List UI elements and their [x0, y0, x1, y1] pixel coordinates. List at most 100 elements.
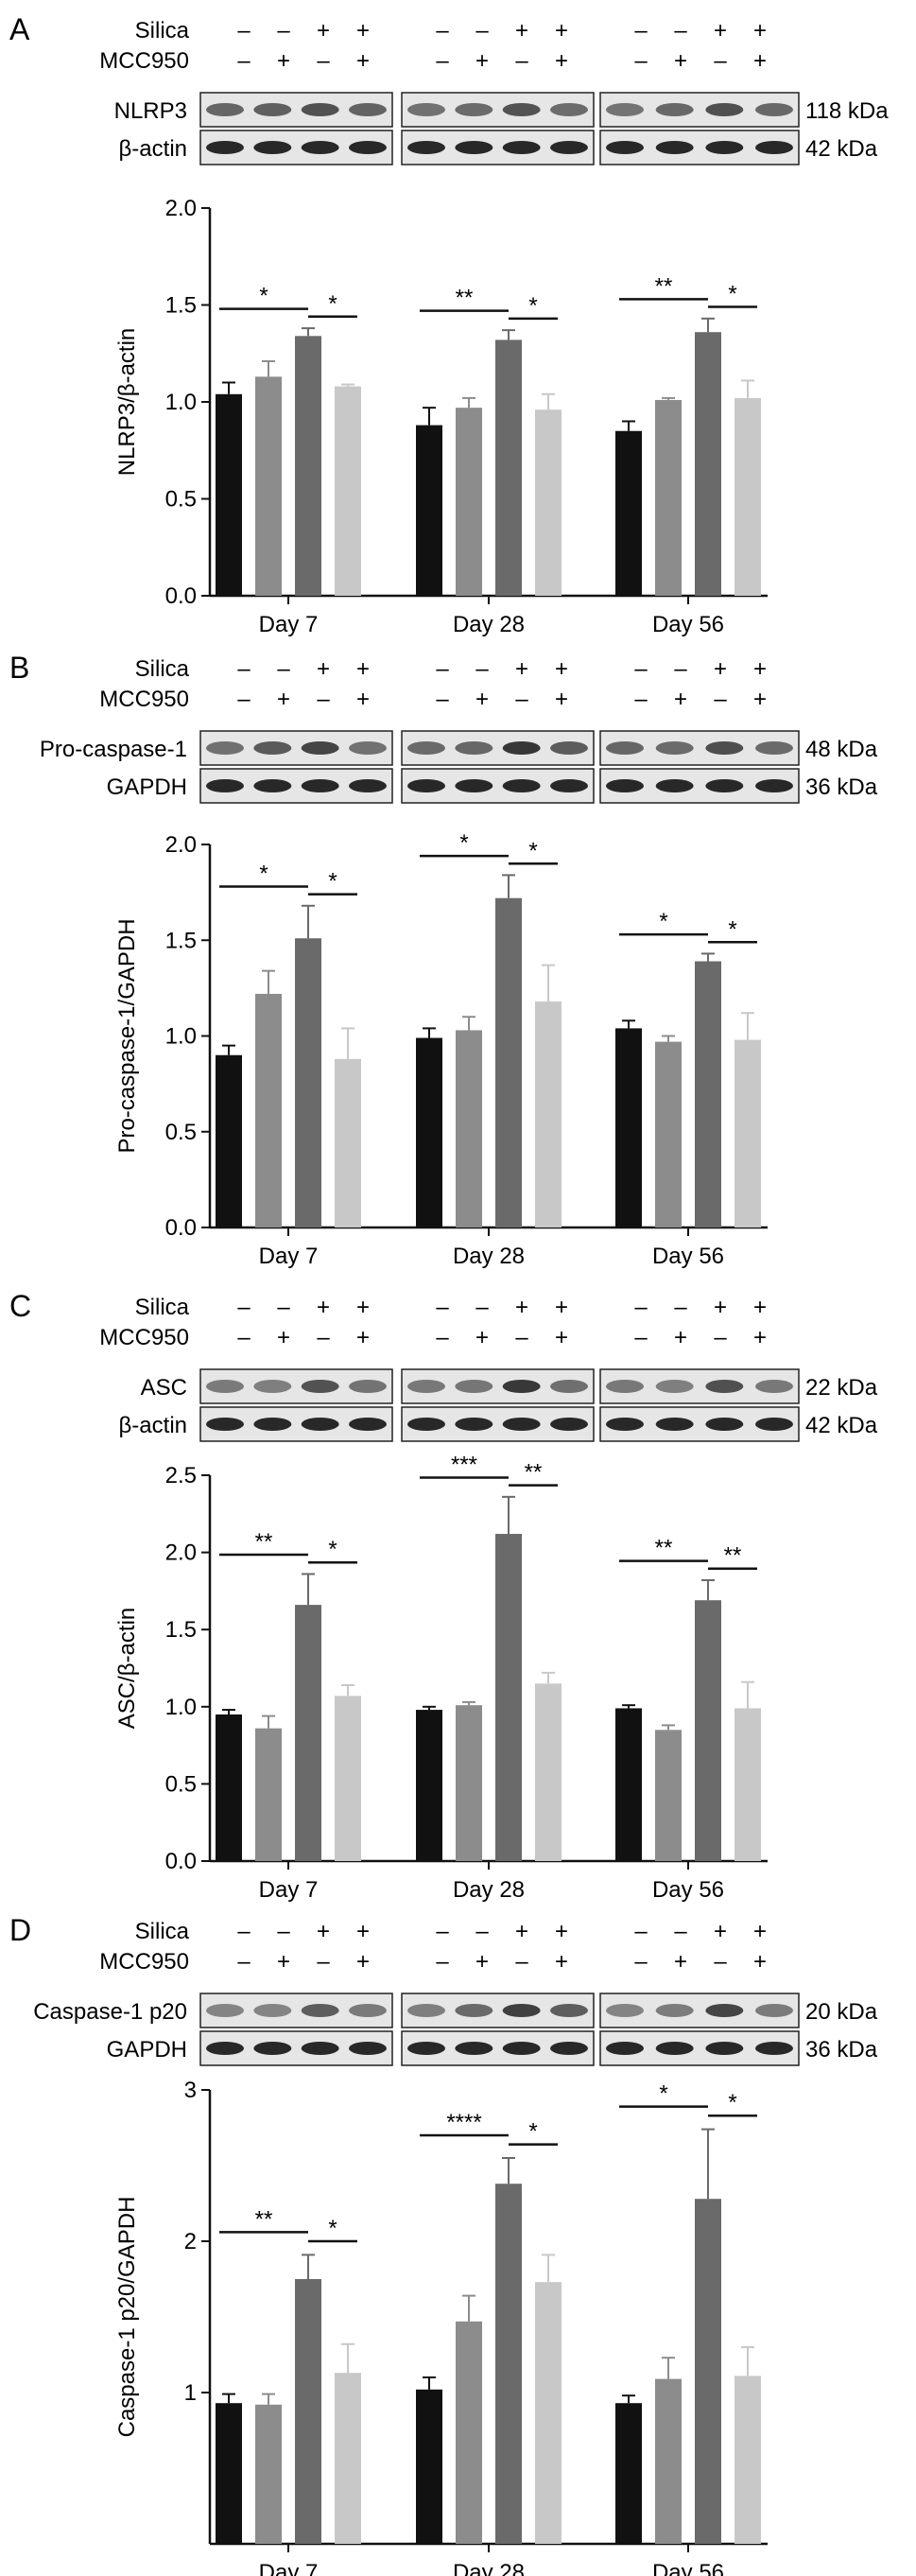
condition-symbol: – — [436, 687, 449, 712]
y-axis-label: Caspase-1 p20/GAPDH — [114, 2197, 140, 2438]
x-tick-label: Day 28 — [453, 612, 525, 637]
bar — [216, 1714, 242, 1861]
condition-symbol: + — [277, 1949, 290, 1975]
x-tick-label: Day 7 — [259, 1244, 319, 1269]
significance-label: *** — [451, 1452, 477, 1477]
blot-band — [301, 103, 339, 116]
condition-symbol: – — [515, 1325, 528, 1350]
bar — [216, 393, 242, 596]
condition-symbol: – — [436, 48, 449, 74]
bar — [655, 399, 682, 596]
condition-label-silica: Silica — [135, 656, 190, 682]
y-tick-label: 0.5 — [165, 487, 197, 513]
significance-label: ** — [456, 286, 474, 311]
condition-symbol: + — [753, 687, 767, 712]
blot-band — [606, 779, 644, 792]
blot-band — [502, 1418, 541, 1431]
condition-symbol: + — [555, 48, 568, 74]
significance-label: **** — [446, 2110, 481, 2135]
blot-band — [705, 141, 744, 154]
condition-symbol: + — [753, 1919, 767, 1944]
condition-symbol: – — [277, 656, 290, 682]
blot-label: β-actin — [119, 1413, 188, 1438]
bar — [456, 1705, 482, 1861]
condition-symbol: + — [317, 1295, 330, 1320]
blot-band — [705, 1418, 744, 1431]
significance-label: * — [328, 869, 337, 895]
condition-symbol: + — [555, 1325, 568, 1350]
condition-symbol: – — [515, 1949, 528, 1975]
blot-label: ASC — [141, 1375, 187, 1401]
blot-band — [755, 141, 793, 154]
significance-label: * — [728, 916, 736, 942]
blot-band — [655, 779, 694, 792]
condition-symbol: – — [237, 18, 251, 44]
condition-symbol: – — [475, 18, 489, 44]
blot-band — [206, 103, 244, 116]
blot-kda: 36 kDa — [805, 775, 878, 800]
panel-letter: B — [9, 651, 29, 685]
blot-band — [550, 779, 588, 792]
condition-symbol: + — [317, 656, 330, 682]
condition-symbol: – — [634, 1295, 648, 1320]
bar — [695, 332, 721, 596]
significance-label: * — [259, 862, 268, 887]
bar — [735, 1039, 761, 1227]
condition-symbol: + — [356, 687, 370, 712]
condition-symbol: – — [317, 1325, 330, 1350]
x-tick-label: Day 28 — [453, 2560, 525, 2576]
y-tick-label: 0.5 — [165, 1771, 197, 1797]
condition-symbol: + — [515, 1295, 528, 1320]
condition-symbol: – — [515, 48, 528, 74]
blot-band — [407, 779, 445, 792]
bar — [335, 386, 361, 596]
condition-symbol: – — [436, 1295, 449, 1320]
blot-band — [301, 1418, 339, 1431]
blot-band — [206, 1380, 244, 1393]
condition-symbol: + — [674, 687, 687, 712]
blot-band — [455, 1418, 493, 1431]
condition-symbol: – — [475, 1295, 489, 1320]
blot-band — [407, 741, 445, 755]
blot-band — [349, 779, 387, 792]
blot-band — [301, 2004, 339, 2017]
blot-band — [407, 2042, 445, 2055]
blot-band — [502, 1380, 541, 1393]
significance-label: * — [528, 2119, 537, 2145]
blot-band — [755, 741, 793, 755]
condition-symbol: – — [634, 1919, 648, 1944]
significance-label: ** — [724, 1543, 742, 1569]
condition-symbol: + — [515, 18, 528, 44]
bar — [416, 425, 442, 596]
blot-band — [206, 1418, 244, 1431]
y-axis-label: Pro-caspase-1/GAPDH — [114, 918, 140, 1153]
blot-label: NLRP3 — [114, 98, 187, 124]
condition-symbol: – — [674, 18, 687, 44]
blot-band — [455, 103, 493, 116]
condition-symbol: + — [317, 1919, 330, 1944]
panel-b: B Silica – – + + – – + + – – + +MCC950– + – + – + – + – + – +Pro… — [9, 651, 878, 1269]
condition-label-mcc950: MCC950 — [99, 1949, 189, 1975]
bar — [335, 2373, 361, 2544]
blot-band — [502, 2042, 541, 2055]
condition-symbol: + — [714, 18, 727, 44]
blot-band — [253, 779, 292, 792]
blot-band — [253, 2004, 292, 2017]
blot-band — [502, 779, 541, 792]
blot-band — [550, 103, 588, 116]
blot-band — [253, 1380, 292, 1393]
x-tick-label: Day 56 — [652, 2560, 724, 2576]
condition-symbol: + — [515, 656, 528, 682]
bar — [255, 376, 282, 596]
blot-band — [301, 1380, 339, 1393]
bar — [335, 1696, 361, 1861]
bar — [295, 2279, 321, 2544]
significance-label: * — [659, 909, 667, 934]
bar — [255, 2404, 282, 2544]
blot-kda: 22 kDa — [805, 1375, 878, 1401]
blot-band — [755, 103, 793, 116]
condition-symbol: + — [356, 48, 370, 74]
condition-symbol: + — [753, 656, 767, 682]
blot-band — [655, 103, 694, 116]
